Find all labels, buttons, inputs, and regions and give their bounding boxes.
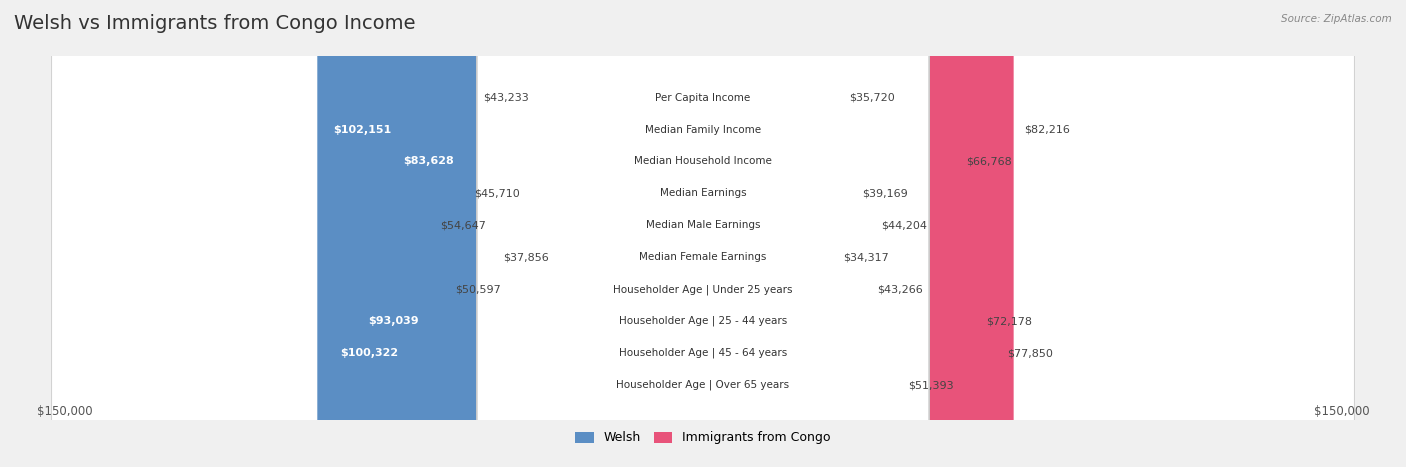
FancyBboxPatch shape: [52, 0, 1354, 467]
FancyBboxPatch shape: [52, 0, 1354, 467]
Text: $66,768: $66,768: [966, 156, 1011, 166]
FancyBboxPatch shape: [702, 0, 852, 467]
Text: Source: ZipAtlas.com: Source: ZipAtlas.com: [1281, 14, 1392, 24]
FancyBboxPatch shape: [477, 0, 929, 467]
Text: Householder Age | Over 65 years: Householder Age | Over 65 years: [616, 380, 790, 390]
FancyBboxPatch shape: [496, 0, 704, 467]
FancyBboxPatch shape: [52, 0, 1354, 467]
Text: $150,000: $150,000: [1313, 405, 1369, 418]
FancyBboxPatch shape: [512, 0, 704, 467]
FancyBboxPatch shape: [52, 0, 1354, 467]
FancyBboxPatch shape: [52, 0, 1354, 467]
FancyBboxPatch shape: [702, 0, 834, 467]
FancyBboxPatch shape: [387, 0, 704, 467]
FancyBboxPatch shape: [52, 0, 1354, 467]
Text: $35,720: $35,720: [849, 92, 894, 103]
FancyBboxPatch shape: [477, 0, 929, 467]
FancyBboxPatch shape: [538, 0, 704, 467]
Text: $43,266: $43,266: [877, 284, 922, 294]
FancyBboxPatch shape: [352, 0, 704, 467]
FancyBboxPatch shape: [477, 0, 929, 467]
FancyBboxPatch shape: [560, 0, 704, 467]
FancyBboxPatch shape: [702, 0, 956, 467]
FancyBboxPatch shape: [702, 0, 868, 467]
FancyBboxPatch shape: [52, 0, 1354, 467]
Text: Median Earnings: Median Earnings: [659, 189, 747, 198]
FancyBboxPatch shape: [702, 0, 1014, 467]
Text: $37,856: $37,856: [503, 252, 550, 262]
Text: $39,169: $39,169: [862, 189, 907, 198]
Text: $44,204: $44,204: [880, 220, 927, 230]
FancyBboxPatch shape: [52, 0, 1354, 467]
Text: $100,322: $100,322: [340, 348, 398, 358]
FancyBboxPatch shape: [702, 0, 976, 467]
FancyBboxPatch shape: [477, 0, 929, 467]
Text: $83,628: $83,628: [404, 156, 454, 166]
Text: Welsh vs Immigrants from Congo Income: Welsh vs Immigrants from Congo Income: [14, 14, 416, 33]
FancyBboxPatch shape: [477, 0, 929, 467]
Text: $82,216: $82,216: [1024, 125, 1070, 134]
FancyBboxPatch shape: [477, 0, 929, 467]
FancyBboxPatch shape: [702, 0, 870, 467]
FancyBboxPatch shape: [52, 0, 1354, 467]
Text: $45,710: $45,710: [474, 189, 520, 198]
FancyBboxPatch shape: [325, 0, 704, 467]
Text: Householder Age | 25 - 44 years: Householder Age | 25 - 44 years: [619, 316, 787, 326]
Text: Median Male Earnings: Median Male Earnings: [645, 220, 761, 230]
Text: $51,393: $51,393: [908, 380, 953, 390]
Text: Median Female Earnings: Median Female Earnings: [640, 252, 766, 262]
Text: Per Capita Income: Per Capita Income: [655, 92, 751, 103]
FancyBboxPatch shape: [318, 0, 704, 467]
Text: Median Household Income: Median Household Income: [634, 156, 772, 166]
FancyBboxPatch shape: [474, 0, 704, 467]
FancyBboxPatch shape: [702, 0, 997, 467]
Text: $72,178: $72,178: [986, 316, 1032, 326]
FancyBboxPatch shape: [530, 0, 704, 467]
Legend: Welsh, Immigrants from Congo: Welsh, Immigrants from Congo: [569, 426, 837, 449]
Text: $150,000: $150,000: [37, 405, 93, 418]
FancyBboxPatch shape: [477, 0, 929, 467]
Text: $93,039: $93,039: [368, 316, 419, 326]
FancyBboxPatch shape: [477, 0, 929, 467]
FancyBboxPatch shape: [702, 0, 897, 467]
Text: $60,666: $60,666: [489, 380, 541, 390]
Text: Householder Age | 45 - 64 years: Householder Age | 45 - 64 years: [619, 348, 787, 359]
FancyBboxPatch shape: [477, 0, 929, 467]
Text: $102,151: $102,151: [333, 125, 392, 134]
Text: $43,233: $43,233: [484, 92, 529, 103]
Text: $77,850: $77,850: [1007, 348, 1053, 358]
Text: $34,317: $34,317: [844, 252, 889, 262]
FancyBboxPatch shape: [702, 0, 838, 467]
FancyBboxPatch shape: [52, 0, 1354, 467]
Text: Median Family Income: Median Family Income: [645, 125, 761, 134]
FancyBboxPatch shape: [477, 0, 929, 467]
Text: $54,647: $54,647: [440, 220, 486, 230]
Text: Householder Age | Under 25 years: Householder Age | Under 25 years: [613, 284, 793, 295]
Text: $50,597: $50,597: [456, 284, 501, 294]
